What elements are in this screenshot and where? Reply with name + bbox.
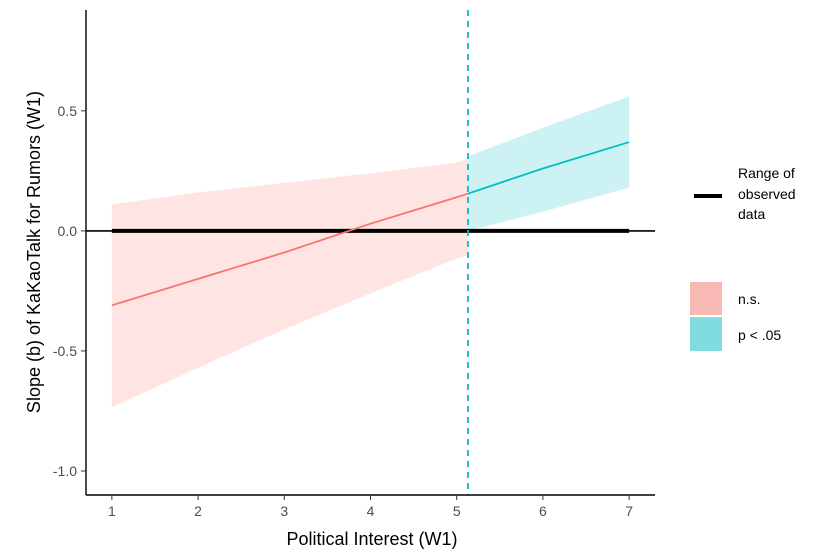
confidence-band-sig xyxy=(467,96,630,231)
x-tick-label: 6 xyxy=(539,503,547,519)
x-tick-label: 5 xyxy=(453,503,461,519)
y-tick-label: 0.5 xyxy=(58,103,78,119)
legend: Range of observed data n.s. p < .05 xyxy=(690,165,799,351)
y-tick-label: 0.0 xyxy=(58,223,78,239)
legend-label-ns: n.s. xyxy=(738,291,761,307)
legend-swatch-sig xyxy=(690,317,722,351)
y-tick-label: -1.0 xyxy=(53,463,77,479)
legend-range-label-line-2: observed xyxy=(738,186,796,202)
x-tick-label: 3 xyxy=(280,503,288,519)
legend-range-label-line-3: data xyxy=(738,206,765,222)
y-axis-title: Slope (b) of KaKaoTalk for Rumors (W1) xyxy=(24,91,44,413)
x-tick-label: 1 xyxy=(108,503,116,519)
x-axis-title: Political Interest (W1) xyxy=(286,529,457,549)
slope-line-sig xyxy=(467,141,630,195)
legend-swatch-ns xyxy=(690,282,722,315)
plot-area xyxy=(86,10,655,495)
x-tick-label: 2 xyxy=(194,503,202,519)
legend-label-sig: p < .05 xyxy=(738,327,781,343)
legend-range-label-line-1: Range of xyxy=(738,165,795,181)
y-tick-label: -0.5 xyxy=(53,343,77,359)
x-tick-label: 4 xyxy=(367,503,375,519)
confidence-band-ns xyxy=(111,158,468,408)
x-tick-label: 7 xyxy=(625,503,633,519)
axis-ticks: 1 2 3 4 5 6 7 -1.0 -0.5 0.0 0.5 xyxy=(53,103,633,519)
legend-range-label: Range of observed data xyxy=(738,165,799,222)
slope-line-ns xyxy=(111,192,469,307)
